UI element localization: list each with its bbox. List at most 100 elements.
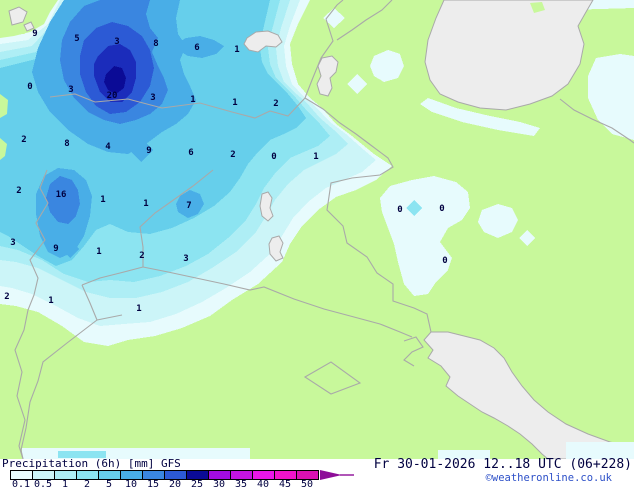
grid-value-labels: 9 5 3 8 6 10 320 3 1 1 22 8 4 9 6 2 0 12 16 1 1 7 0 039 1 2 3 02 11 (4, 29, 447, 314)
island-top-left-b (23, 21, 35, 32)
grid-value-label: 1 (100, 195, 105, 205)
grid-value-label: 8 (153, 39, 158, 49)
grid-value-label: 1 (313, 152, 318, 162)
grid-value-label: 2 (4, 292, 9, 302)
lake-razzaza (268, 235, 284, 262)
precipitation-field (0, 0, 634, 459)
legend-arrow-icon (320, 470, 354, 480)
precip-patch-blob-b (370, 50, 404, 82)
grid-value-label: 5 (74, 34, 79, 44)
border-iran-turkmenistan (559, 98, 634, 144)
grid-value-label: 1 (190, 95, 195, 105)
persian-gulf (423, 331, 634, 459)
grid-value-label: 1 (234, 45, 239, 55)
precip-patch-east-diamond (519, 230, 535, 246)
grid-value-label: 3 (68, 85, 73, 95)
precip-lobe-lebanon-15 (46, 176, 80, 224)
legend-tick-label: 0.1 (11, 479, 31, 490)
legend-tick-label: 20 (168, 479, 182, 490)
weather-map: 9 5 3 8 6 10 320 3 1 1 22 8 4 9 6 2 0 12 16 1 1 7 0 039 1 2 3 02 11 (0, 0, 634, 459)
precip-patch-center (380, 176, 470, 296)
datetime-label: Fr 30-01-2026 12..18 UTC (06+228) (373, 457, 632, 472)
grid-value-label: 2 (16, 186, 21, 196)
legend-cell (231, 471, 253, 479)
coastline-levant (14, 169, 49, 459)
precip-patch-south-caspian (420, 98, 540, 136)
legend-bar: Precipitation (6h) [mm] GFS 0.1 0.5 1 2 5 10 1… (0, 457, 634, 490)
legend-tick-labels: 0.1 0.5 1 2 5 10 15 20 25 30 35 40 45 50 (10, 479, 318, 490)
grid-value-label: 1 (232, 98, 237, 108)
precip-core (104, 66, 126, 94)
grid-value-label: 1 (143, 199, 148, 209)
legend-cell (165, 471, 187, 479)
grid-value-label: 2 (139, 251, 144, 261)
legend-tick-label: 15 (146, 479, 160, 490)
precip-patch-diamond-a (323, 8, 345, 28)
border-kuwait (403, 336, 424, 367)
legend-cell (297, 471, 318, 479)
grid-value-label: 1 (136, 304, 141, 314)
legend-cell (33, 471, 55, 479)
precip-strip-bottom-mid (438, 450, 490, 459)
water-bodies (8, 0, 634, 459)
legend-tick-label: 30 (212, 479, 226, 490)
lake-urmia (316, 55, 339, 97)
border-iraq-saudi (142, 266, 413, 338)
grid-value-label: 8 (64, 139, 69, 149)
legend-tick-label: 10 (124, 479, 138, 490)
precip-patch-center-core (406, 200, 422, 216)
precip-spot-seven-10 (176, 190, 204, 218)
grid-value-label: 0 (27, 82, 32, 92)
border-jordan-saudi (20, 284, 98, 459)
legend-tick-label: 5 (105, 479, 113, 490)
grid-value-label: 3 (183, 254, 188, 264)
legend-tick-label: 0.5 (33, 479, 53, 490)
precip-strip-bottom-right (566, 442, 634, 459)
legend-cell (275, 471, 297, 479)
legend-cell (77, 471, 99, 479)
legend-tick-label: 40 (256, 479, 270, 490)
copyright-link[interactable]: ©weatheronline.co.uk (485, 472, 612, 484)
grid-value-label: 2 (230, 150, 235, 160)
legend-cell (11, 471, 33, 479)
grid-value-label: 6 (188, 148, 193, 158)
legend-cell (99, 471, 121, 479)
caspian-sea (424, 0, 594, 111)
legend-cell (55, 471, 77, 479)
grid-value-label: 16 (56, 190, 67, 200)
legend-cell (253, 471, 275, 479)
legend-title: Precipitation (6h) [mm] GFS (2, 457, 181, 470)
legend-tick-label: 50 (300, 479, 314, 490)
grid-value-label: 9 (53, 244, 58, 254)
precip-spot-six-oval-10 (176, 36, 224, 58)
land-sliver-west-a (0, 94, 8, 118)
grid-value-label: 3 (10, 238, 15, 248)
grid-value-label: 2 (273, 99, 278, 109)
grid-value-label: 20 (107, 91, 118, 101)
lake-van (243, 30, 283, 53)
grid-value-label: 0 (397, 205, 402, 215)
grid-value-label: 3 (150, 93, 155, 103)
island-top-left-a (8, 6, 28, 26)
legend-cell (143, 471, 165, 479)
precip-patch-right-edge (588, 54, 634, 140)
land-sliver-west-b (0, 138, 7, 160)
legend-cell (187, 471, 209, 479)
grid-value-label: 3 (114, 37, 119, 47)
legend-tick-label: 1 (61, 479, 69, 490)
border-turkey-syria (49, 93, 306, 119)
legend-tick-label: 45 (278, 479, 292, 490)
border-iran-iraq (304, 97, 432, 333)
grid-value-label: 7 (186, 201, 191, 211)
caspian-island (530, 2, 545, 13)
lake-tharthar (259, 191, 274, 222)
border-jordan-spur (96, 314, 123, 321)
precip-strip-bottom-left-core (58, 451, 106, 458)
legend-tick-label: 35 (234, 479, 248, 490)
grid-value-label: 4 (105, 142, 111, 152)
grid-value-label: 2 (21, 135, 26, 145)
grid-value-label: 9 (146, 146, 151, 156)
precip-diamond-west-10 (61, 240, 79, 258)
borders (14, 0, 634, 459)
legend-cell (121, 471, 143, 479)
